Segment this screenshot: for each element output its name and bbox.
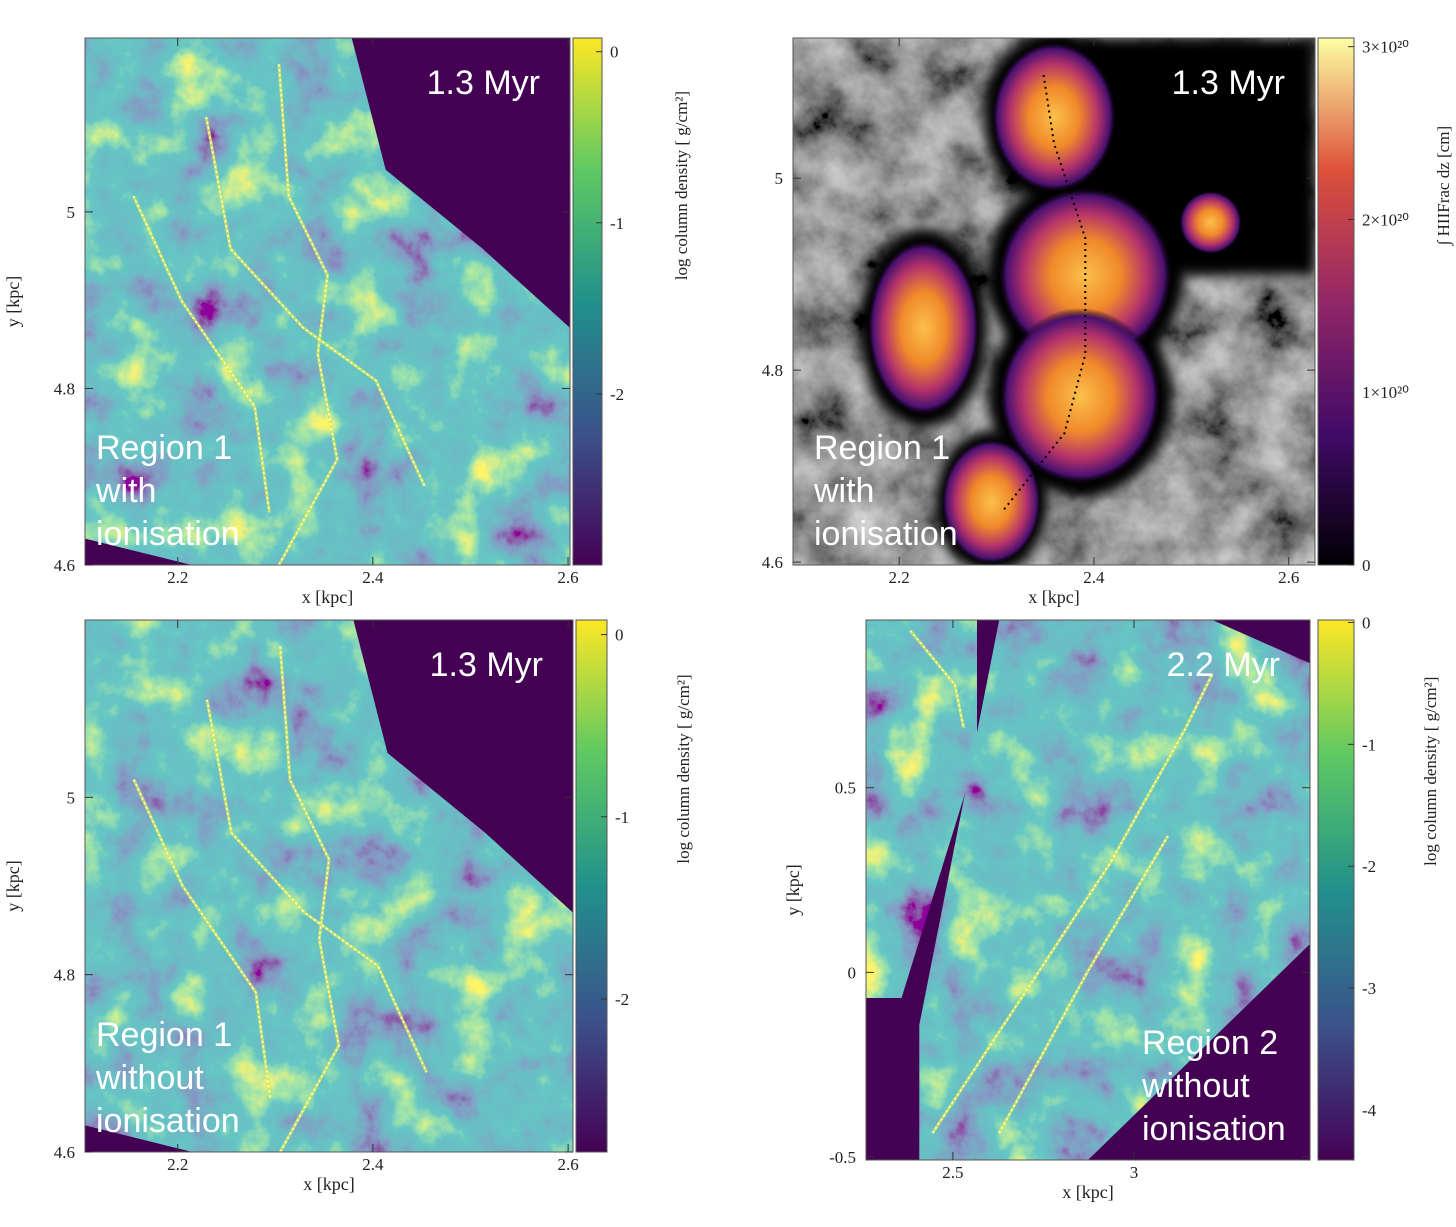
colorbar-tick-label: 0: [615, 626, 624, 645]
y-tick-label: 0: [848, 963, 857, 982]
colorbar-tick-label: 0: [1362, 556, 1371, 575]
region-label: without: [95, 1059, 204, 1097]
filament-core: [206, 699, 428, 1073]
colorbar-tick-label: -4: [1362, 1101, 1377, 1120]
x-axis-label: x [kpc]: [302, 587, 353, 607]
y-tick-label: 4.8: [54, 966, 75, 985]
colorbar-tick-label: 0: [1362, 613, 1371, 632]
panel: 2.2 2.4 2.6 4.6 4.8 5 x [kpc] y [kpc] 0 -1 -2 log c…: [3, 619, 693, 1194]
hii-region: [941, 438, 1042, 565]
image: [85, 620, 573, 1152]
x-tick-label: 2.6: [1278, 568, 1299, 587]
colorbar-tick-label: -2: [610, 385, 624, 404]
colorbar-tick-label: -3: [1362, 979, 1376, 998]
y-tick-label: -0.5: [829, 1148, 856, 1167]
x-axis-label: x [kpc]: [1062, 1182, 1113, 1202]
region-label: Region 2: [1142, 1024, 1278, 1062]
x-tick-label: 3: [1130, 1163, 1139, 1182]
panel: 2.2 2.4 2.6 4.6 4.8 5 x [kpc] 0 1×10²⁰ 2×10²⁰ 3×10…: [762, 37, 1454, 607]
x-tick-label: 2.2: [167, 568, 188, 587]
y-axis-label: y [kpc]: [3, 860, 23, 911]
x-tick-label: 2.6: [557, 568, 578, 587]
region-label: ionisation: [814, 515, 958, 553]
time-label: 1.3 Myr: [1172, 64, 1285, 102]
region-label: Region 1: [814, 429, 950, 467]
time-label: 1.3 Myr: [430, 646, 543, 684]
colorbar: [1317, 37, 1355, 566]
x-axis-label: x [kpc]: [303, 1174, 354, 1194]
hii-region: [991, 41, 1117, 193]
filament-core: [133, 779, 272, 1099]
x-tick-label: 2.2: [889, 568, 910, 587]
x-tick-label: 2.4: [1083, 568, 1105, 587]
y-tick-label: 4.6: [54, 1143, 75, 1162]
x-axis-label: x [kpc]: [1028, 587, 1079, 607]
colorbar-label: log column density [ g/cm²]: [674, 674, 693, 863]
filament-core: [132, 195, 271, 513]
filament: [931, 673, 1214, 1134]
image: [866, 620, 1310, 1160]
region-label: with: [813, 472, 874, 510]
colorbar-label: log column density [ g/cm²]: [1421, 677, 1440, 866]
colorbar-tick-label: -1: [1362, 735, 1376, 754]
y-tick-label: 5: [775, 169, 784, 188]
panel: 2.2 2.4 2.6 4.6 4.8 5 x [kpc] y [kpc] 0 -1 -2 log c…: [3, 37, 691, 607]
y-tick-label: 4.6: [762, 553, 783, 572]
y-axis-label: y [kpc]: [3, 276, 23, 327]
time-label: 1.3 Myr: [427, 64, 540, 102]
region-label: ionisation: [96, 515, 240, 553]
colorbar-label: ∫ HIIFrac dz [cm]: [1434, 126, 1454, 246]
filament-core: [205, 116, 426, 487]
hii-region: [1179, 190, 1242, 255]
x-tick-label: 2.5: [942, 1163, 963, 1182]
y-tick-label: 5: [67, 203, 76, 222]
filament-core: [279, 646, 340, 1152]
colorbar-tick-label: -1: [615, 808, 629, 827]
region-label: with: [95, 472, 156, 510]
hii-region: [998, 307, 1162, 485]
colorbar-tick-label: 0: [610, 43, 619, 62]
y-axis-label: y [kpc]: [783, 864, 803, 915]
filament-core: [998, 835, 1169, 1134]
plot-frame: [792, 37, 1316, 566]
y-tick-label: 5: [67, 788, 76, 807]
colorbar-tick-label: 2×10²⁰: [1362, 210, 1409, 229]
plot-frame: [84, 619, 574, 1153]
colorbar-tick-label: -2: [615, 990, 629, 1009]
x-tick-label: 2.4: [362, 568, 384, 587]
colorbar: [1317, 619, 1355, 1161]
region-label: Region 1: [96, 429, 232, 467]
image: [85, 38, 570, 565]
x-tick-label: 2.2: [167, 1155, 188, 1174]
image: [793, 38, 1315, 565]
y-tick-label: 4.8: [762, 361, 783, 380]
x-tick-label: 2.6: [557, 1155, 578, 1174]
filament: [909, 629, 966, 729]
colorbar-tick-label: 1×10²⁰: [1362, 383, 1409, 402]
colorbar-label: log column density [ g/cm²]: [672, 91, 691, 280]
region-label: without: [1141, 1067, 1250, 1105]
colorbar: [575, 619, 608, 1153]
hii-region: [867, 239, 980, 417]
time-label: 2.2 Myr: [1167, 646, 1280, 684]
colorbar: [572, 37, 603, 566]
y-tick-label: 4.6: [54, 556, 75, 575]
colorbar-tick-label: -2: [1362, 857, 1376, 876]
plot-frame: [84, 37, 571, 566]
y-tick-label: 0.5: [835, 779, 856, 798]
x-tick-label: 2.4: [362, 1155, 384, 1174]
region-label: ionisation: [96, 1102, 240, 1140]
plot-frame: [865, 619, 1311, 1161]
colorbar-tick-label: 3×10²⁰: [1362, 38, 1409, 57]
filament-core: [278, 64, 338, 565]
colorbar-tick-label: -1: [610, 214, 624, 233]
region-label: Region 1: [96, 1016, 232, 1054]
region-label: ionisation: [1142, 1110, 1286, 1148]
y-tick-label: 4.8: [54, 379, 75, 398]
panel: 2.5 3 -0.5 0 0.5 x [kpc] y [kpc] 0 -1 -2 -3 -4 log c…: [783, 613, 1440, 1202]
